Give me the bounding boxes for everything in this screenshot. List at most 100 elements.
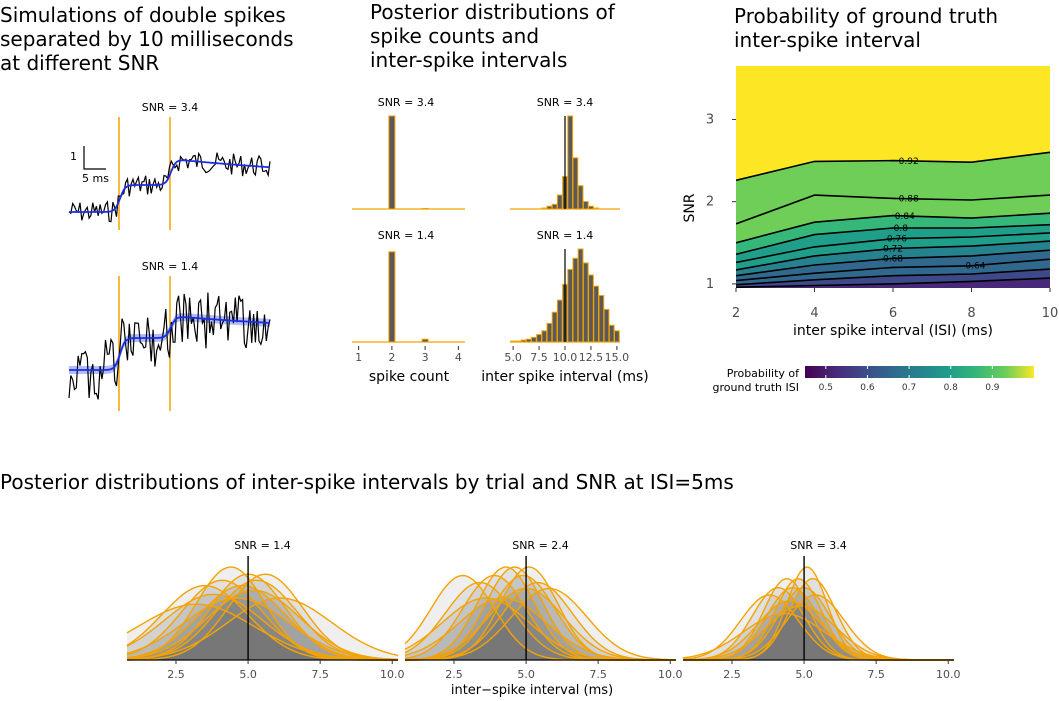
density-line [404,587,677,661]
contour-label: 0.8 [894,224,909,234]
count-tick-label: 4 [455,351,462,364]
c-xtick-label: 6 [889,306,897,321]
c-ytick-label: 2 [706,195,714,210]
c-ytick-label: 3 [706,112,714,127]
legend-title-line1: Probability of [727,367,800,380]
density-area [405,575,676,660]
contour-line [736,258,1050,282]
facet-label-d: SNR = 2.4 [512,539,569,552]
isi-tick-label: 7.5 [530,351,548,364]
contour-line [736,277,1050,288]
d-xtick-label: 10.0 [658,668,683,681]
d-xtick-label: 2.5 [445,668,463,681]
d-xtick-label: 7.5 [589,668,607,681]
isi-bar [530,336,537,343]
isi-tick-label: 12.5 [579,351,604,364]
isi-bar [593,207,600,210]
isi-bar [588,205,594,210]
density-line [126,589,399,661]
panel-b: SNR = 3.4 SNR = 3.4 SNR = 1.4 SNR = 1.4 … [352,96,649,385]
isi-bar [546,205,553,210]
isi-bar [603,308,610,343]
density-line [126,597,399,661]
isi-bar [572,157,579,210]
contour-label: 0.88 [899,195,919,205]
fit-line [69,316,271,371]
isi-bar [593,285,600,343]
facet-b-top-right: SNR = 3.4 [537,96,594,109]
panel-d-xlabel: inter−spike interval (ms) [451,683,613,698]
panel-d-title: Posterior distributions of inter-spike i… [0,470,734,494]
isi-bar [536,334,542,343]
count-bar [388,251,396,343]
contour-line [736,249,1050,277]
density-area [127,574,398,660]
density-line [404,581,676,661]
density-line [126,597,399,660]
c-xtick-label: 4 [810,306,818,321]
panel-b-xlabel-count: spike count [369,369,450,385]
legend-tick-label: 0.7 [902,383,916,393]
density-line [126,584,398,661]
contour-line [736,151,1050,182]
count-bar [421,338,429,343]
isi-bar [510,340,517,343]
panel-c-xlabel: inter spike interval (ISI) (ms) [793,323,993,339]
contour-label: 0.92 [899,157,919,167]
isi-bar [525,338,532,343]
density-area [127,574,398,660]
panel-c-ylabel: SNR [682,193,698,222]
panel-a: SNR = 3.4 SNR = 1.4 1 5 ms [68,101,271,411]
legend-tick-label: 0.5 [819,383,833,393]
isi-bar [551,311,558,343]
scalebar [83,146,106,170]
d-xtick-label: 5.0 [239,668,257,681]
facet-label-d: SNR = 1.4 [234,539,291,552]
isi-bar [541,207,548,210]
isi-bar [582,262,589,343]
contour-line [736,232,1050,264]
legend-tick-label: 0.8 [944,383,959,393]
density-area [683,600,954,660]
isi-bar [613,330,620,343]
contour-line [736,268,1050,286]
contour-label: 0.64 [965,261,985,271]
density-area [405,582,676,660]
legend-tick-label: 0.9 [985,383,1000,393]
fit-line [69,159,271,213]
isi-bar [567,115,574,210]
contour-label: 0.72 [883,245,903,255]
c-xtick-label: 2 [732,306,740,321]
isi-bar [598,295,605,343]
contour-line [736,223,1050,256]
contour-line [736,212,1050,244]
contour-line [736,194,1050,225]
legend-tick-label: 0.6 [860,383,875,393]
panel-c-title: Probability of ground truth inter-spike … [734,4,999,52]
facet-b-top-left: SNR = 3.4 [378,96,435,109]
d-xtick-label: 5.0 [517,668,535,681]
density-area [405,588,676,660]
c-ytick-label: 1 [706,277,714,292]
density-area [127,585,398,660]
count-bar [388,115,396,210]
isi-bar [572,257,579,343]
panel-b-title: Posterior distributions of spike counts … [370,0,615,72]
isi-bar [588,274,594,343]
isi-bar [551,203,558,210]
isi-bar [577,248,584,343]
legend-title-line2: ground truth ISI [713,381,799,394]
contour-label: 0.84 [895,212,915,222]
contour-line [736,240,1050,271]
contour-label: 0.76 [887,235,907,245]
isi-bar [541,330,548,343]
isi-bar [608,324,615,343]
isi-tick-label: 15.0 [605,351,630,364]
count-tick-label: 1 [355,351,362,364]
contour-label: 0.68 [883,254,903,264]
density-area [683,578,954,660]
c-xtick-label: 8 [967,306,975,321]
isi-bar [556,299,563,343]
scalebar-y-label: 1 [70,150,77,163]
